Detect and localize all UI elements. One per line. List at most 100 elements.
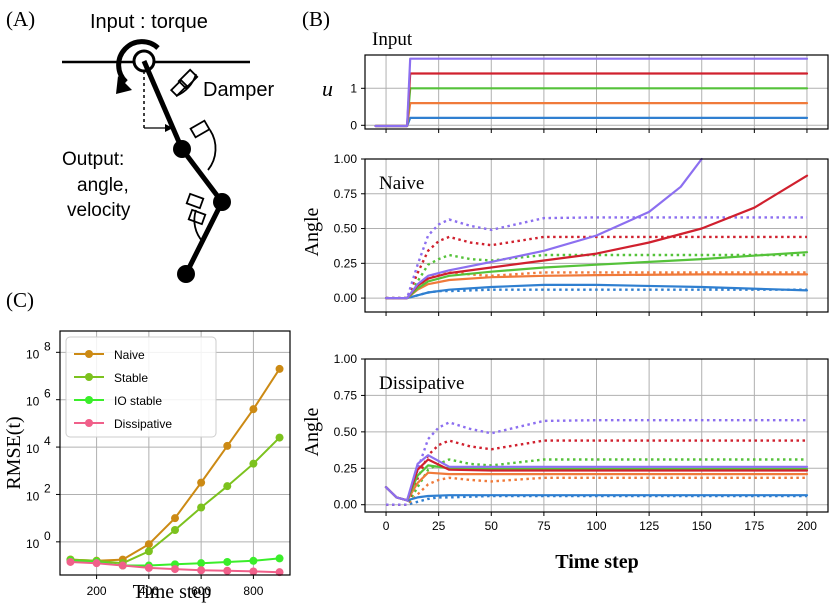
output-label-line1: Output: [62,149,124,170]
rmse-chart: RMSE(t) Time step 200 400 600 8001001021041… [3,330,291,603]
rmse-y-tick-base-3: 10 [26,395,40,409]
damper-box-2 [189,119,211,139]
joint-mass-1 [173,140,191,158]
rmse-line-Stable [70,436,281,565]
input-chart: Input u 0 1 [322,29,829,133]
rmse-point-Stable-4 [171,525,179,534]
rmse-y-tick-exp-0: 0 [44,529,51,543]
y-tick-label-4: 1.00 [334,352,358,366]
x-tick-label-2: 50 [485,519,499,533]
rmse-y-tick-base-1: 10 [26,489,40,503]
rmse-point-Naive-8 [275,364,284,373]
rmse-point-Stable-5 [197,503,206,512]
x-tick-label-3: 75 [537,519,551,533]
x-tick-label-7: 175 [744,519,764,533]
y-tick-label-1: 1 [350,81,357,95]
damper-box-1 [177,68,199,90]
series-line-pred-purple [384,454,809,502]
torque-arrow [116,39,160,84]
panel-c-label: (C) [6,288,34,312]
rmse-point-Dissipative-5 [197,566,206,575]
damper-label: Damper [203,79,274,101]
torque-arrowhead [116,76,132,94]
rmse-point-Naive-6 [223,441,232,450]
y-tick-label-3: 0.75 [334,388,358,402]
x-tick-label-8: 200 [797,519,817,533]
rmse-legend: Naive Stable IO stable Dissipative [65,336,217,438]
link-1 [141,60,185,150]
damper-box-1b [169,78,189,98]
panel-a-diagram: (A) Input : torque Damper O [6,7,274,283]
damper-symbols [169,68,217,243]
rmse-y-tick-exp-3: 6 [44,387,51,401]
series-line-u1 [374,116,809,128]
series-line-true-green [386,253,807,300]
joint-mass-3 [177,265,195,283]
damper-box-3 [185,192,205,210]
x-tick-label-1: 25 [432,519,446,533]
x-tick-label-0: 0 [383,519,390,533]
chart-title-dissipative: Dissipative [379,373,465,394]
joint-mass-2 [213,193,231,211]
rmse-point-Dissipative-8 [275,568,284,577]
series-line-u2 [374,102,809,128]
rmse-y-tick-exp-2: 4 [44,434,51,448]
rmse-point-Stable-7 [249,459,258,468]
output-label-line3: velocity [67,200,131,221]
rmse-point-IO stable-6 [223,557,232,566]
rmse-point-Dissipative-6 [223,566,232,575]
rmse-point-Stable-8 [275,433,284,442]
x-tick-label-4: 100 [586,519,606,533]
rmse-point-Naive-3 [144,540,153,549]
y-tick-label-3: 0.75 [334,187,358,201]
rmse-y-tick-base-0: 10 [26,537,40,551]
rmse-y-tick-exp-4: 8 [44,339,51,353]
rmse-point-Dissipative-0 [66,557,75,566]
rmse-point-IO stable-7 [249,556,258,565]
rmse-legend-label-3: Dissipative [114,417,172,431]
series-line-u5 [374,57,809,128]
input-chart-ylabel: u [322,76,333,101]
y-tick-label-2: 0.50 [334,222,358,236]
rmse-y-tick-base-4: 10 [26,347,40,361]
link-3 [183,200,225,276]
naive-chart: Angle 0.00 0.25 0.50 0.75 1.00 Naive [301,152,829,316]
rmse-x-tick-label-3: 800 [243,584,263,598]
series-line-pred-blue [384,283,809,300]
rmse-point-Naive-4 [171,514,179,523]
input-torque-label: Input : torque [90,11,208,33]
rmse-legend-marker-1 [85,373,93,381]
link-2 [180,147,224,204]
damper-arc-3 [193,209,204,243]
rmse-point-Dissipative-7 [249,567,258,576]
series-line-pred-purple [384,157,703,300]
rmse-y-tick-base-2: 10 [26,442,40,456]
series-line-true-purple [386,216,807,300]
y-tick-label-0: 0.00 [334,498,358,512]
series-line-true-purple [386,419,807,506]
rmse-point-Dissipative-4 [171,565,179,574]
rmse-plot-frame [59,330,291,576]
rmse-point-Stable-3 [144,547,153,556]
rmse-point-Stable-6 [223,482,232,491]
y-tick-label-1: 0.25 [334,461,358,475]
y-tick-label-0: 0 [350,118,357,132]
y-tick-label-2: 0.50 [334,425,358,439]
panel-b-label: (B) [302,7,330,31]
rmse-legend-box [65,336,217,438]
rmse-point-Naive-7 [249,405,258,414]
dissipative-chart: Angle Time step 0.00 0.25 0.50 0.75 1.00 0 25 5… [301,352,829,573]
dissipative-chart-ylabel: Angle [301,407,323,456]
output-label-line2: angle, [77,175,129,196]
naive-chart-ylabel: Angle [301,207,323,256]
rmse-x-tick-label-2: 600 [191,584,211,598]
rmse-x-tick-label-0: 200 [87,584,107,598]
rmse-point-Dissipative-1 [92,559,101,568]
angle-marker-arrowhead [165,124,173,132]
rmse-legend-label-2: IO stable [114,394,162,408]
rmse-y-tick-exp-1: 2 [44,481,51,495]
input-chart-title: Input [372,29,413,50]
rmse-chart-ylabel: RMSE(t) [3,416,25,489]
rmse-legend-label-0: Naive [114,348,145,362]
